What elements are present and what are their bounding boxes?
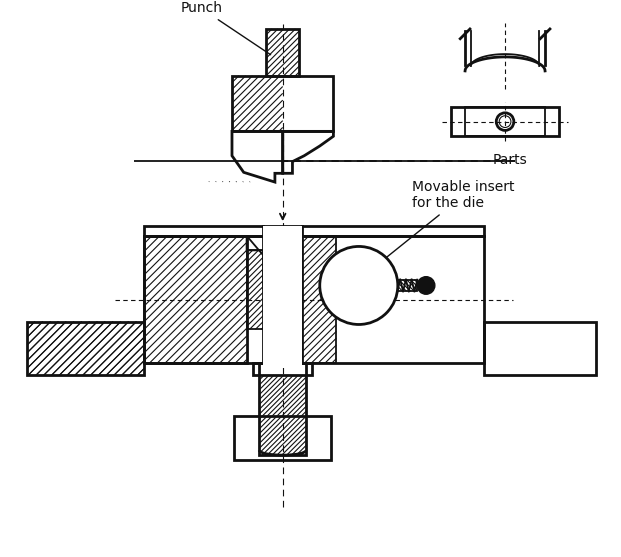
Bar xyxy=(232,76,333,131)
Bar xyxy=(144,236,247,364)
Bar xyxy=(465,107,545,136)
Bar xyxy=(234,416,332,460)
Bar xyxy=(451,107,559,136)
Bar xyxy=(253,364,312,375)
Circle shape xyxy=(417,277,435,294)
Bar xyxy=(27,321,144,375)
Bar xyxy=(247,250,268,329)
Bar xyxy=(144,226,484,236)
Text: Punch: Punch xyxy=(180,1,271,55)
Bar xyxy=(260,364,306,455)
Circle shape xyxy=(320,246,398,325)
Bar xyxy=(144,236,484,364)
Bar xyxy=(484,321,596,375)
Bar xyxy=(266,29,299,76)
Bar xyxy=(263,226,302,368)
Text: Movable insert
for the die: Movable insert for the die xyxy=(366,180,515,274)
Text: Parts: Parts xyxy=(492,153,527,167)
Bar xyxy=(383,280,417,291)
Bar xyxy=(302,236,337,364)
